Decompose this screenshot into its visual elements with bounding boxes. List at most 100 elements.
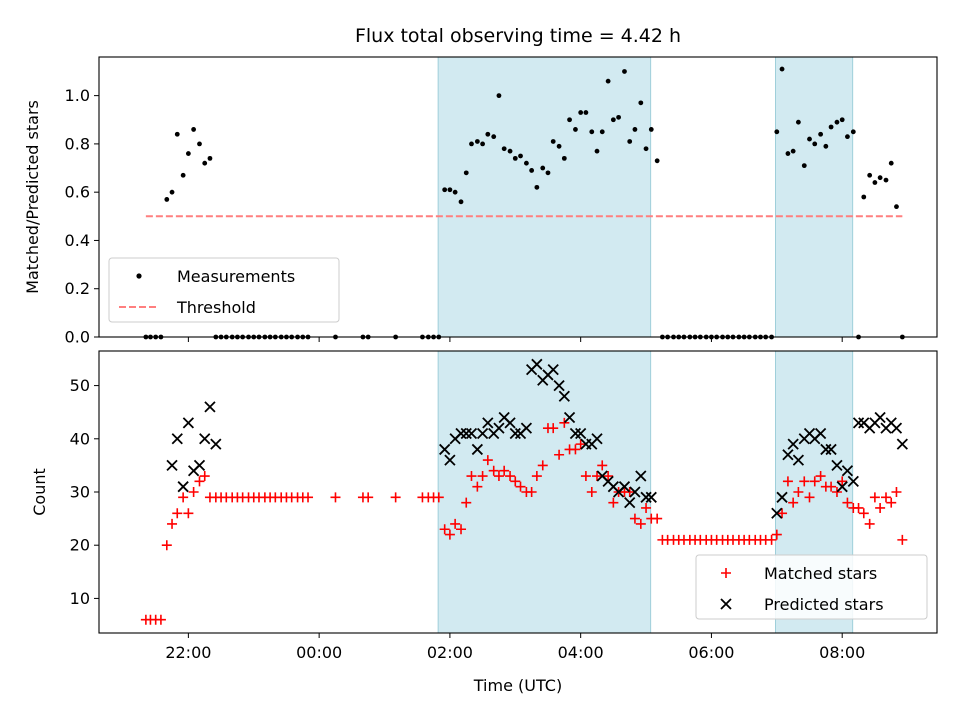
matched-star-marker bbox=[510, 476, 521, 487]
matched-star-marker bbox=[766, 534, 777, 545]
matched-star-marker bbox=[456, 524, 467, 535]
predicted-star-marker bbox=[635, 470, 647, 482]
matched-star-marker bbox=[815, 471, 826, 482]
y-tick-label: 40 bbox=[70, 429, 90, 448]
y-tick-label: 30 bbox=[70, 483, 90, 502]
matched-star-marker bbox=[172, 508, 183, 519]
matched-star-marker bbox=[580, 471, 591, 482]
predicted-star-marker bbox=[629, 486, 641, 498]
measurement-point bbox=[632, 127, 638, 132]
predicted-star-marker bbox=[782, 449, 794, 461]
measurement-point bbox=[622, 69, 627, 74]
y-tick-label: 0.0 bbox=[65, 328, 90, 347]
measurement-point bbox=[191, 127, 197, 132]
bottom-panel-count: 10 20 30 40 50 22:00 00:00 02:00 04:00 06:00 08:0… bbox=[30, 350, 938, 695]
measurement-point bbox=[534, 184, 540, 190]
matched-star-marker bbox=[439, 524, 450, 535]
matched-star-marker bbox=[804, 492, 815, 503]
measurement-point bbox=[180, 172, 186, 178]
matched-star-marker bbox=[831, 487, 842, 497]
legend: Measurements Threshold bbox=[108, 257, 340, 323]
measurement-point bbox=[818, 131, 824, 137]
y-tick-label: 10 bbox=[70, 589, 90, 608]
predicted-star-marker bbox=[814, 427, 827, 440]
legend-marker-matched bbox=[721, 568, 731, 578]
matched-star-marker bbox=[635, 518, 646, 529]
measurement-point bbox=[861, 194, 867, 200]
predicted-star-marker bbox=[847, 475, 859, 487]
measurement-point bbox=[463, 170, 469, 176]
x-tick-label: 08:00 bbox=[819, 643, 865, 662]
measurement-point bbox=[529, 168, 535, 173]
matched-star-marker bbox=[875, 502, 886, 513]
measurement-point bbox=[807, 136, 812, 142]
measurement-point bbox=[850, 129, 856, 135]
predicted-star-marker bbox=[520, 422, 533, 434]
x-axis-label: Time (UTC) bbox=[473, 676, 562, 695]
matched-star-marker bbox=[864, 518, 875, 529]
predicted-star-marker bbox=[476, 427, 489, 440]
predicted-star-marker bbox=[896, 438, 908, 450]
predicted-star-marker bbox=[820, 443, 832, 456]
measurement-point bbox=[496, 93, 502, 99]
matched-star-marker bbox=[586, 487, 597, 497]
predicted-star-marker bbox=[558, 390, 570, 402]
y-axis-ticks: 10 20 30 40 50 bbox=[70, 376, 99, 608]
predicted-star-marker bbox=[482, 417, 494, 429]
measurement-point bbox=[578, 110, 584, 115]
matched-star-marker bbox=[531, 471, 542, 482]
matched-star-marker bbox=[330, 492, 341, 503]
measurement-point bbox=[616, 114, 621, 120]
x-tick-label: 02:00 bbox=[427, 643, 473, 662]
matched-star-marker bbox=[809, 476, 820, 487]
measurement-point bbox=[605, 78, 611, 84]
matched-star-marker bbox=[161, 540, 172, 551]
x-tick-label: 22:00 bbox=[165, 643, 211, 662]
measurement-point bbox=[643, 146, 649, 152]
matched-star-marker bbox=[837, 476, 848, 487]
legend-label: Predicted stars bbox=[764, 595, 884, 614]
measurement-point bbox=[573, 127, 578, 132]
matched-star-marker bbox=[433, 492, 444, 503]
predicted-star-marker bbox=[792, 454, 805, 466]
matched-star-marker bbox=[826, 481, 837, 492]
measurement-point bbox=[828, 124, 834, 130]
matched-star-marker bbox=[853, 502, 864, 513]
observing-span-1 bbox=[437, 56, 652, 338]
matched-star-marker bbox=[450, 518, 461, 529]
predicted-star-marker bbox=[547, 363, 559, 376]
x-tick-label: 00:00 bbox=[296, 643, 342, 662]
measurement-point bbox=[834, 119, 840, 125]
predicted-star-marker bbox=[460, 427, 472, 440]
matched-star-marker bbox=[858, 508, 869, 519]
y-tick-label: 50 bbox=[70, 376, 90, 395]
predicted-star-marker bbox=[841, 465, 854, 477]
y-tick-label: 1.0 bbox=[65, 86, 90, 105]
predicted-star-marker bbox=[455, 427, 467, 440]
measurement-point bbox=[207, 155, 213, 161]
predicted-star-marker bbox=[531, 358, 543, 370]
measurement-point bbox=[654, 158, 660, 164]
matched-star-marker bbox=[777, 508, 788, 519]
matched-star-marker bbox=[537, 460, 548, 471]
matched-star-marker bbox=[183, 508, 194, 519]
matched-star-marker bbox=[771, 529, 782, 540]
x-tick-label: 04:00 bbox=[558, 643, 604, 662]
predicted-star-marker bbox=[171, 433, 183, 445]
matched-star-marker bbox=[444, 529, 455, 540]
predicted-star-marker bbox=[465, 427, 478, 440]
predicted-star-marker bbox=[624, 497, 636, 509]
measurement-point bbox=[774, 129, 780, 135]
measurement-point bbox=[610, 117, 616, 123]
measurement-point bbox=[512, 155, 518, 161]
matched-star-marker bbox=[597, 460, 608, 471]
measurement-point bbox=[491, 134, 497, 140]
predicted-star-marker bbox=[553, 379, 565, 392]
predicted-star-marker bbox=[836, 481, 848, 493]
measurement-point bbox=[550, 139, 556, 144]
matched-star-marker bbox=[505, 471, 516, 482]
predicted-star-marker bbox=[471, 443, 484, 456]
x-axis-ticks bbox=[187, 337, 843, 342]
measurement-point bbox=[883, 177, 889, 183]
matched-star-marker bbox=[575, 439, 586, 450]
